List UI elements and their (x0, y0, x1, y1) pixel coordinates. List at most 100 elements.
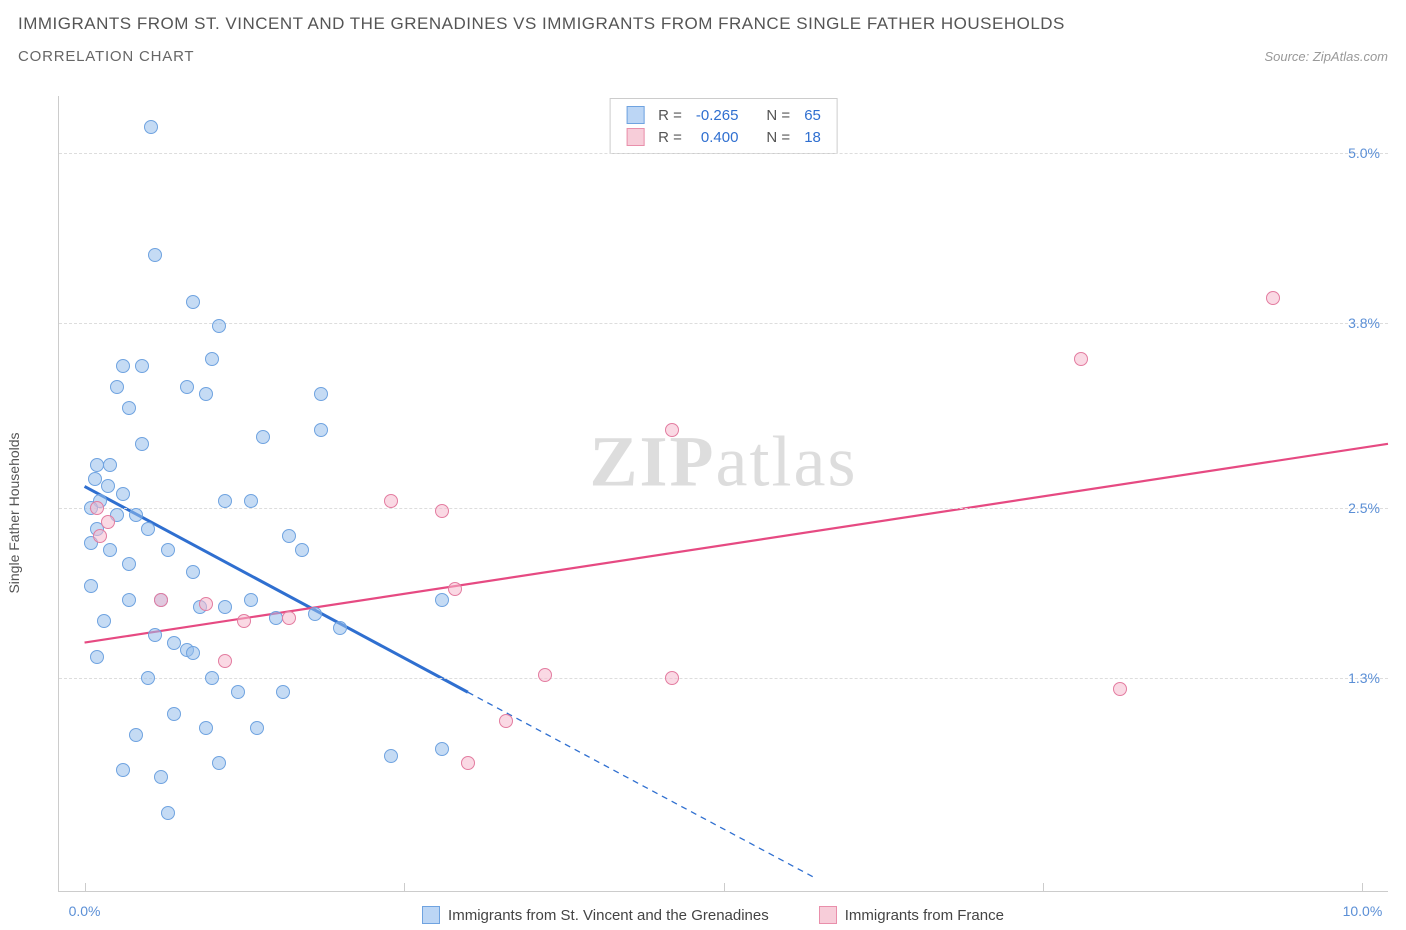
scatter-point-blue (141, 522, 155, 536)
scatter-point-blue (276, 685, 290, 699)
legend-r-value: -0.265 (690, 105, 745, 125)
scatter-point-blue (97, 614, 111, 628)
grid-line (59, 323, 1388, 324)
scatter-point-blue (144, 120, 158, 134)
scatter-point-blue (154, 770, 168, 784)
scatter-point-blue (205, 671, 219, 685)
scatter-point-blue (135, 437, 149, 451)
scatter-point-blue (103, 543, 117, 557)
correlation-legend: R =-0.265N =65R =0.400N =18 (609, 98, 838, 154)
legend-label: Immigrants from France (845, 907, 1004, 924)
scatter-point-blue (129, 508, 143, 522)
scatter-point-blue (244, 494, 258, 508)
scatter-point-pink (461, 756, 475, 770)
source-label: Source: ZipAtlas.com (1264, 49, 1388, 64)
scatter-point-blue (110, 380, 124, 394)
scatter-point-blue (101, 479, 115, 493)
scatter-point-blue (212, 319, 226, 333)
scatter-point-blue (186, 565, 200, 579)
legend-n-value: 65 (798, 105, 827, 125)
x-tick (1362, 883, 1363, 891)
scatter-point-blue (199, 387, 213, 401)
scatter-point-blue (135, 359, 149, 373)
scatter-point-blue (122, 557, 136, 571)
scatter-point-blue (250, 721, 264, 735)
legend-r-label: R = (652, 127, 688, 147)
legend-swatch (626, 106, 644, 124)
x-tick (404, 883, 405, 891)
chart-subtitle: CORRELATION CHART (18, 48, 194, 65)
y-tick-label: 2.5% (1348, 500, 1380, 516)
watermark: ZIPatlas (590, 420, 858, 503)
grid-line (59, 508, 1388, 509)
scatter-point-blue (295, 543, 309, 557)
scatter-point-pink (154, 593, 168, 607)
scatter-point-blue (333, 621, 347, 635)
x-tick (1043, 883, 1044, 891)
scatter-point-pink (237, 614, 251, 628)
scatter-point-blue (231, 685, 245, 699)
scatter-point-pink (435, 504, 449, 518)
chart-title: IMMIGRANTS FROM ST. VINCENT AND THE GREN… (18, 14, 1388, 34)
scatter-point-blue (84, 579, 98, 593)
scatter-point-blue (256, 430, 270, 444)
scatter-point-blue (435, 742, 449, 756)
legend-item: Immigrants from St. Vincent and the Gren… (422, 906, 769, 924)
series-legend: Immigrants from St. Vincent and the Gren… (58, 906, 1368, 924)
legend-n-label: N = (760, 105, 796, 125)
legend-swatch (626, 128, 644, 146)
legend-n-value: 18 (798, 127, 827, 147)
scatter-point-blue (384, 749, 398, 763)
scatter-point-pink (499, 714, 513, 728)
legend-r-value: 0.400 (690, 127, 745, 147)
scatter-point-blue (435, 593, 449, 607)
scatter-point-blue (148, 248, 162, 262)
scatter-point-blue (116, 359, 130, 373)
grid-line (59, 153, 1388, 154)
scatter-point-blue (205, 352, 219, 366)
scatter-point-pink (538, 668, 552, 682)
x-tick (85, 883, 86, 891)
legend-n-label: N = (760, 127, 796, 147)
scatter-point-blue (129, 728, 143, 742)
scatter-point-blue (212, 756, 226, 770)
scatter-point-blue (122, 401, 136, 415)
scatter-point-pink (199, 597, 213, 611)
scatter-point-pink (1266, 291, 1280, 305)
scatter-point-blue (186, 646, 200, 660)
scatter-point-pink (1113, 682, 1127, 696)
scatter-point-blue (180, 380, 194, 394)
scatter-point-blue (186, 295, 200, 309)
scatter-point-blue (308, 607, 322, 621)
scatter-point-blue (122, 593, 136, 607)
scatter-point-blue (161, 543, 175, 557)
legend-item: Immigrants from France (819, 906, 1004, 924)
scatter-point-pink (448, 582, 462, 596)
scatter-point-pink (282, 611, 296, 625)
scatter-point-pink (384, 494, 398, 508)
scatter-plot-area: ZIPatlas R =-0.265N =65R =0.400N =18 1.3… (58, 96, 1388, 892)
scatter-point-blue (314, 423, 328, 437)
scatter-point-pink (93, 529, 107, 543)
y-tick-label: 3.8% (1348, 315, 1380, 331)
y-tick-label: 5.0% (1348, 145, 1380, 161)
scatter-point-pink (218, 654, 232, 668)
scatter-point-pink (101, 515, 115, 529)
scatter-point-blue (90, 650, 104, 664)
scatter-point-blue (161, 806, 175, 820)
y-axis-label: Single Father Households (6, 432, 22, 593)
scatter-point-blue (244, 593, 258, 607)
y-tick-label: 1.3% (1348, 670, 1380, 686)
x-tick (724, 883, 725, 891)
scatter-point-blue (282, 529, 296, 543)
scatter-point-pink (665, 671, 679, 685)
scatter-point-pink (1074, 352, 1088, 366)
scatter-point-blue (116, 763, 130, 777)
scatter-point-blue (218, 494, 232, 508)
scatter-point-blue (314, 387, 328, 401)
scatter-point-blue (199, 721, 213, 735)
legend-swatch (422, 906, 440, 924)
scatter-point-blue (103, 458, 117, 472)
scatter-point-pink (665, 423, 679, 437)
grid-line (59, 678, 1388, 679)
